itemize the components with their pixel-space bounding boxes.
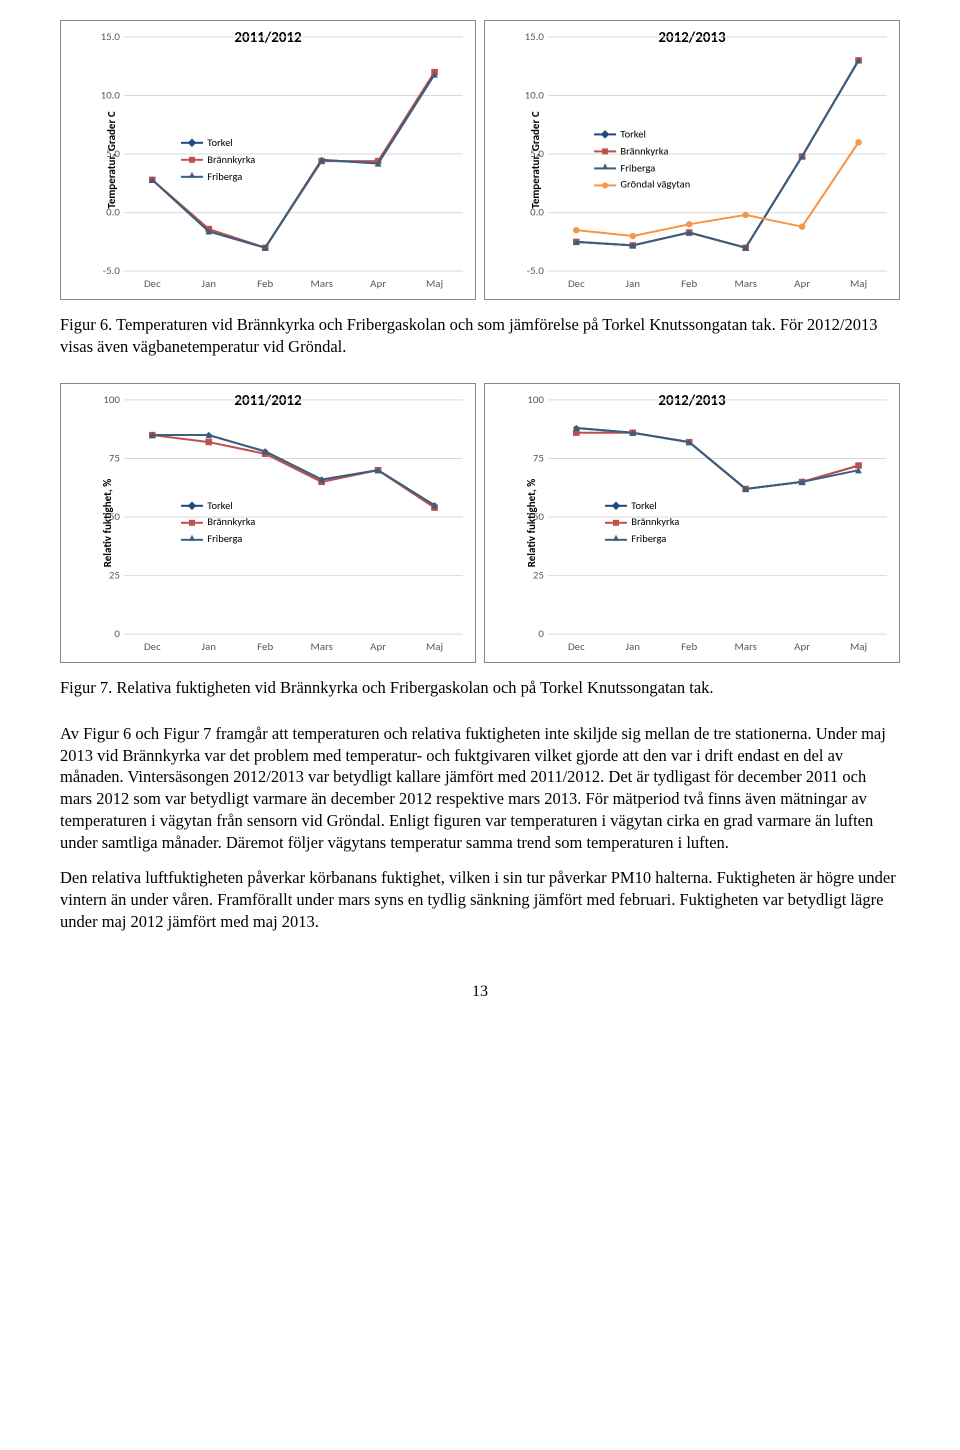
svg-text:Maj: Maj [850, 640, 867, 653]
svg-text:0.0: 0.0 [106, 206, 120, 219]
legend-label: Brännkyrka [207, 514, 255, 531]
svg-text:Maj: Maj [426, 277, 443, 290]
svg-text:Apr: Apr [794, 640, 810, 653]
legend-item: Torkel [605, 497, 679, 514]
legend-item: Gröndal vägytan [594, 177, 690, 194]
svg-text:Apr: Apr [370, 640, 386, 653]
svg-text:100: 100 [527, 393, 544, 406]
svg-text:5.0: 5.0 [106, 147, 120, 160]
svg-text:25: 25 [109, 568, 120, 581]
svg-text:Dec: Dec [144, 640, 161, 653]
legend: TorkelBrännkyrkaFriberga [181, 497, 255, 547]
svg-text:0.0: 0.0 [530, 206, 544, 219]
legend-label: Friberga [620, 160, 655, 177]
svg-text:-5.0: -5.0 [103, 264, 121, 277]
figure-7-caption: Figur 7. Relativa fuktigheten vid Brännk… [60, 677, 900, 699]
svg-text:Jan: Jan [626, 640, 640, 653]
svg-text:Apr: Apr [370, 277, 386, 290]
svg-text:Mars: Mars [310, 277, 332, 290]
chart-rh-2011-2012: 2011/2012 Relativ fuktighet, % 025507510… [60, 383, 476, 663]
svg-text:50: 50 [109, 510, 121, 523]
svg-text:0: 0 [114, 627, 120, 640]
svg-text:50: 50 [533, 510, 545, 523]
legend-label: Torkel [207, 135, 232, 152]
legend-label: Brännkyrka [631, 514, 679, 531]
chart-temp-2011-2012: 2011/2012 Temperatur, Grader C -5.00.05.… [60, 20, 476, 300]
svg-text:0: 0 [538, 627, 544, 640]
legend-label: Friberga [207, 531, 242, 548]
svg-text:Dec: Dec [568, 277, 585, 290]
legend-label: Friberga [631, 531, 666, 548]
legend-item: Torkel [594, 126, 690, 143]
legend: TorkelBrännkyrkaFriberga [605, 497, 679, 547]
svg-text:Mars: Mars [734, 640, 756, 653]
svg-text:Jan: Jan [626, 277, 640, 290]
legend-label: Brännkyrka [207, 152, 255, 169]
legend-item: Friberga [594, 160, 690, 177]
legend-label: Torkel [631, 497, 656, 514]
temperature-row: 2011/2012 Temperatur, Grader C -5.00.05.… [60, 20, 900, 300]
svg-text:15.0: 15.0 [101, 30, 121, 43]
svg-text:Feb: Feb [681, 277, 697, 290]
legend-label: Gröndal vägytan [620, 177, 690, 194]
legend-item: Brännkyrka [605, 514, 679, 531]
legend: TorkelBrännkyrkaFribergaGröndal vägytan [594, 126, 690, 193]
svg-text:25: 25 [533, 568, 544, 581]
svg-text:75: 75 [109, 451, 120, 464]
figure-6-caption: Figur 6. Temperaturen vid Brännkyrka och… [60, 314, 900, 359]
humidity-row: 2011/2012 Relativ fuktighet, % 025507510… [60, 383, 900, 663]
svg-text:75: 75 [533, 451, 544, 464]
svg-text:Mars: Mars [310, 640, 332, 653]
svg-text:Maj: Maj [850, 277, 867, 290]
svg-text:Jan: Jan [202, 277, 216, 290]
svg-text:Apr: Apr [794, 277, 810, 290]
legend-item: Friberga [181, 531, 255, 548]
chart-temp-2012-2013: 2012/2013 Temperatur, Grader C -5.00.05.… [484, 20, 900, 300]
legend-item: Torkel [181, 135, 255, 152]
legend-item: Brännkyrka [594, 143, 690, 160]
legend-label: Torkel [620, 126, 645, 143]
legend-item: Brännkyrka [181, 514, 255, 531]
legend-item: Friberga [181, 168, 255, 185]
legend-label: Friberga [207, 168, 242, 185]
chart-rh-2012-2013: 2012/2013 Relativ fuktighet, % 025507510… [484, 383, 900, 663]
svg-text:Jan: Jan [202, 640, 216, 653]
svg-text:10.0: 10.0 [101, 89, 121, 102]
svg-text:Feb: Feb [681, 640, 697, 653]
legend-item: Torkel [181, 497, 255, 514]
legend-item: Brännkyrka [181, 152, 255, 169]
legend-item: Friberga [605, 531, 679, 548]
svg-text:100: 100 [103, 393, 120, 406]
body-paragraph-1: Av Figur 6 och Figur 7 framgår att tempe… [60, 723, 900, 854]
page-number: 13 [60, 983, 900, 1001]
legend-label: Brännkyrka [620, 143, 668, 160]
svg-text:Maj: Maj [426, 640, 443, 653]
body-paragraph-2: Den relativa luftfuktigheten påverkar kö… [60, 867, 900, 932]
svg-text:Dec: Dec [568, 640, 585, 653]
svg-text:-5.0: -5.0 [527, 264, 545, 277]
svg-text:Feb: Feb [257, 640, 273, 653]
svg-text:Mars: Mars [734, 277, 756, 290]
svg-text:5.0: 5.0 [530, 147, 544, 160]
legend: TorkelBrännkyrkaFriberga [181, 135, 255, 185]
svg-text:Dec: Dec [144, 277, 161, 290]
svg-text:Feb: Feb [257, 277, 273, 290]
svg-text:10.0: 10.0 [525, 89, 545, 102]
svg-text:15.0: 15.0 [525, 30, 545, 43]
legend-label: Torkel [207, 497, 232, 514]
